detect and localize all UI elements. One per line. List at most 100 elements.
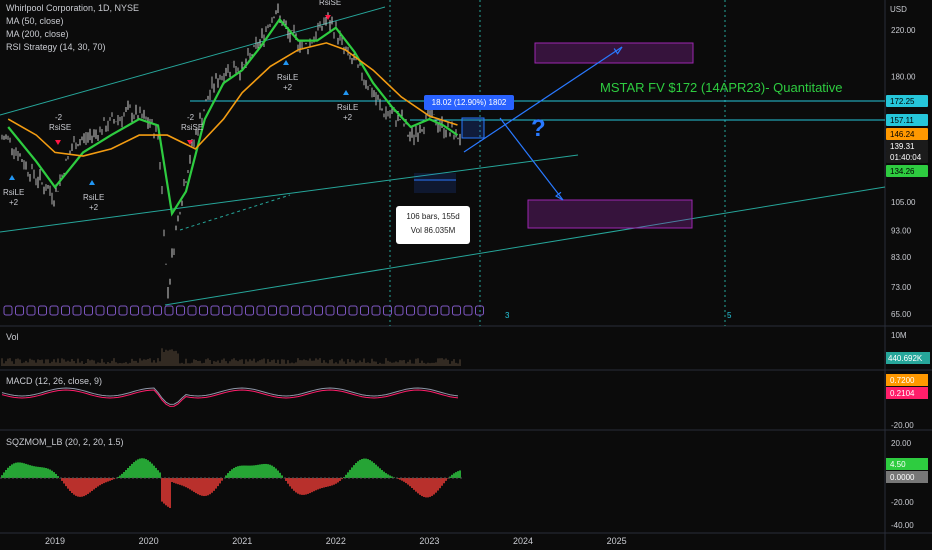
down-arrow-head: [554, 191, 564, 201]
sqz-pane-label[interactable]: SQZMOM_LB (20, 2, 20, 1.5): [6, 437, 124, 447]
currency-label: USD: [890, 5, 907, 14]
earnings-marker: [394, 305, 404, 316]
bars-count: 106 bars, 155d: [406, 212, 460, 221]
signal-sub: -2: [55, 113, 63, 122]
earnings-marker: [417, 305, 427, 316]
ma50-legend[interactable]: MA (50, close): [6, 16, 64, 26]
volume-pane: [1, 348, 461, 366]
earnings-marker: [302, 305, 312, 316]
earnings-marker: [440, 305, 450, 316]
x-tick-label: 2022: [326, 536, 346, 546]
earnings-marker: [452, 305, 461, 316]
x-tick-label: 2021: [232, 536, 252, 546]
time-axis[interactable]: 2019 2020 2021 2022 2023 2024 2025: [45, 536, 627, 546]
moving-averages: [7, 17, 459, 217]
earnings-marker: [130, 305, 139, 316]
signal-arrow: [9, 175, 15, 180]
measure-box-bottom: [414, 173, 456, 193]
signal-arrow: [343, 90, 349, 95]
earnings-marker: [49, 305, 59, 316]
sqz-tag-label: 0.0000: [890, 473, 915, 482]
earnings-marker: [164, 305, 174, 316]
earnings-marker: [26, 305, 36, 316]
trend-lower: [164, 186, 886, 306]
signal-sub: +2: [343, 113, 353, 122]
price-tag-label: 157.11: [890, 116, 914, 125]
earnings-marker: [72, 305, 82, 316]
trend-dashed: [179, 194, 291, 231]
earnings-marker: [153, 305, 162, 316]
ma200-legend[interactable]: MA (200, close): [6, 29, 69, 39]
earnings-marker: [210, 305, 220, 316]
signal-sub: +2: [89, 203, 99, 212]
earnings-marker: [187, 305, 197, 316]
ma200-line: [7, 42, 458, 157]
y-tick-label: 65.00: [891, 310, 912, 319]
earnings-marker: [475, 305, 484, 316]
macd-tag-label: 0.7200: [890, 376, 915, 385]
macd-pane-label[interactable]: MACD (12, 26, close, 9): [6, 376, 103, 386]
symbol-title[interactable]: Whirlpool Corporation, 1D, NYSE: [6, 3, 140, 13]
price-tag: [886, 165, 928, 177]
price-tag-label: 146.24: [890, 130, 915, 139]
trend-upper: [0, 6, 386, 116]
macd-tag-label: 0.2104: [890, 389, 915, 398]
earnings-marker: [256, 305, 266, 316]
vol-tag-label: 440.692K: [888, 354, 923, 363]
trend-mid: [0, 154, 579, 233]
earnings-marker: [107, 305, 116, 316]
earnings-marker: [38, 305, 47, 316]
sqz-axis-label: 20.00: [891, 439, 912, 448]
earnings-marker: [314, 305, 323, 316]
earnings-marker: [429, 305, 438, 316]
sqz-tag: [886, 471, 928, 483]
earnings-marker: [141, 305, 151, 316]
rsi-strategy-legend[interactable]: RSI Strategy (14, 30, 70): [6, 42, 106, 52]
price-tag-label: 139.31: [890, 142, 915, 151]
signal-label: RsiLE: [83, 193, 104, 202]
x-tick-label: 2019: [45, 536, 65, 546]
question-mark[interactable]: ?: [531, 115, 546, 142]
up-arrow: [463, 46, 623, 153]
up-arrow-head: [613, 46, 623, 55]
earnings-marker: [348, 305, 358, 316]
x-tick-label: 2023: [419, 536, 439, 546]
signal-label: RsiLE: [277, 73, 298, 82]
vol-tag: [886, 352, 930, 364]
signal-label: RsiLE: [3, 188, 24, 197]
earnings-marker: [233, 305, 243, 316]
earnings-marker: [406, 305, 415, 316]
signal-label: RsiSE: [49, 123, 71, 132]
earnings-marker: [222, 305, 231, 316]
sqz-axis-label: -20.00: [891, 498, 914, 507]
macd-line: [1, 387, 459, 405]
mstar-annotation[interactable]: MSTAR FV $172 (14APR23)- Quantitative: [600, 80, 843, 95]
earnings-marker: [279, 305, 289, 316]
vol-pane-label[interactable]: Vol: [6, 332, 19, 342]
signal-arrow: [89, 180, 95, 185]
earnings-marker: [84, 305, 93, 316]
x-tick-label: 2025: [607, 536, 627, 546]
projection-arrows: [463, 46, 623, 201]
earnings-marker: [118, 305, 128, 316]
earnings-marker: [360, 305, 369, 316]
earnings-marker: [3, 305, 13, 316]
signal-label: RsiLE: [337, 103, 358, 112]
measure-label: 18.02 (12.90%) 1802: [424, 95, 514, 110]
price-tag: [886, 128, 928, 140]
earnings-marker: [199, 305, 208, 316]
earnings-marker: [61, 305, 70, 316]
y-tick-label: 83.00: [891, 253, 912, 262]
y-tick-label: 73.00: [891, 283, 912, 292]
signal-arrow: [325, 15, 331, 20]
price-tag-label: 01:40:04: [890, 153, 922, 162]
pane-axis-label: 10M: [891, 331, 907, 340]
down-arrow: [499, 117, 564, 201]
count-3: 3: [505, 311, 510, 320]
sqz-tag-label: 4.50: [890, 460, 906, 469]
y-tick-label: 93.00: [891, 226, 912, 235]
earnings-marker: [371, 305, 381, 316]
y-tick-label: 220.00: [891, 26, 916, 35]
signal-label: RsiSE: [319, 0, 341, 7]
